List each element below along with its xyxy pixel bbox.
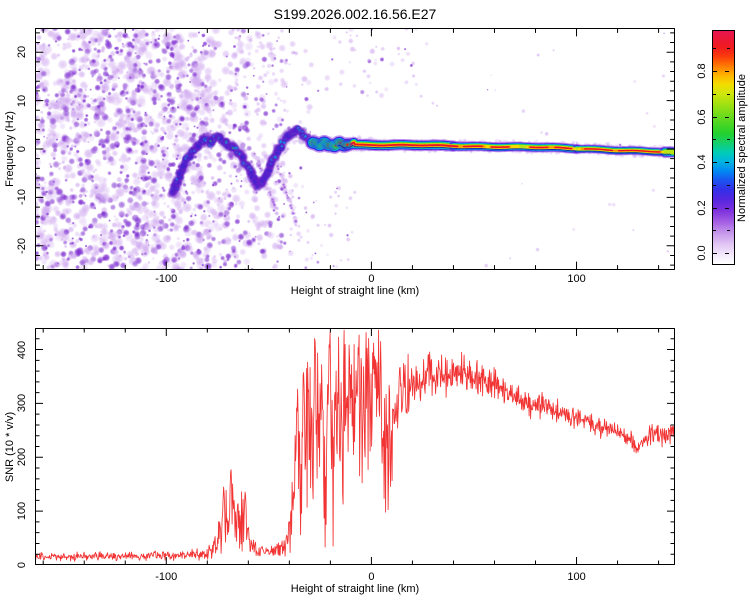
colorbar-minor-tick	[713, 93, 716, 95]
colorbar-minor-tick	[713, 184, 716, 186]
figure-title: S199.2026.002.16.56.E27	[273, 6, 437, 22]
top-y-tick-label: -20	[16, 237, 28, 254]
bottom-y-tick-label: 200	[16, 448, 28, 467]
colorbar-tick	[713, 116, 717, 118]
colorbar-minor-tick	[727, 139, 730, 141]
colorbar-minor-tick	[727, 48, 730, 50]
bottom-x-tick-label: 0	[368, 571, 375, 583]
bottom-y-tick-label: 0	[16, 561, 28, 569]
top-y-tick-label: 20	[16, 46, 28, 59]
top-x-tick-label: 0	[368, 273, 375, 285]
colorbar-minor-tick	[727, 93, 730, 95]
bottom-y-tick-label: 300	[16, 394, 28, 413]
colorbar-tick	[713, 207, 717, 209]
colorbar-tick-label: 0.4	[696, 154, 708, 170]
bottom-x-tick-label: -100	[155, 571, 178, 583]
colorbar-tick-label: 0.6	[696, 108, 708, 125]
colorbar-tick	[713, 71, 717, 72]
colorbar-tick	[725, 71, 729, 72]
colorbar-minor-tick	[713, 230, 716, 232]
bottom-y-tick-label: 100	[16, 501, 28, 521]
colorbar-minor-tick	[713, 48, 716, 50]
colorbar-minor-tick	[727, 230, 730, 232]
colorbar-tick	[713, 162, 717, 163]
colorbar-tick	[725, 207, 729, 209]
bottom-x-axis-label: Height of straight line (km)	[290, 583, 420, 595]
colorbar-tick	[725, 162, 729, 163]
colorbar-tick-label: 0.0	[696, 245, 708, 261]
top-y-axis-label: Frequency (Hz)	[4, 111, 16, 187]
colorbar-gradient	[712, 30, 735, 265]
top-x-tick-label: -100	[155, 273, 178, 285]
top-y-tick-label: 0	[16, 145, 28, 153]
colorbar-tick	[725, 116, 729, 118]
colorbar-label: Normalized spectral amplitude	[736, 74, 748, 222]
top-x-tick-label: 100	[567, 273, 586, 285]
colorbar-tick-label: 0.8	[696, 63, 708, 79]
snr-panel	[35, 328, 675, 565]
colorbar-tick	[725, 253, 729, 254]
spectrogram-panel	[35, 28, 675, 270]
top-x-axis-label: Height of straight line (km)	[290, 285, 420, 297]
bottom-y-axis-label: SNR (10 * v/v)	[4, 411, 16, 483]
colorbar-minor-tick	[713, 139, 716, 141]
colorbar-minor-tick	[727, 184, 730, 186]
bottom-y-tick-label: 400	[16, 340, 28, 359]
bottom-x-tick-label: 100	[567, 571, 586, 583]
top-y-tick-label: 10	[16, 94, 28, 107]
colorbar-tick	[713, 253, 717, 254]
colorbar-tick-label: 0.2	[696, 199, 708, 216]
top-y-tick-label: -10	[16, 189, 28, 206]
